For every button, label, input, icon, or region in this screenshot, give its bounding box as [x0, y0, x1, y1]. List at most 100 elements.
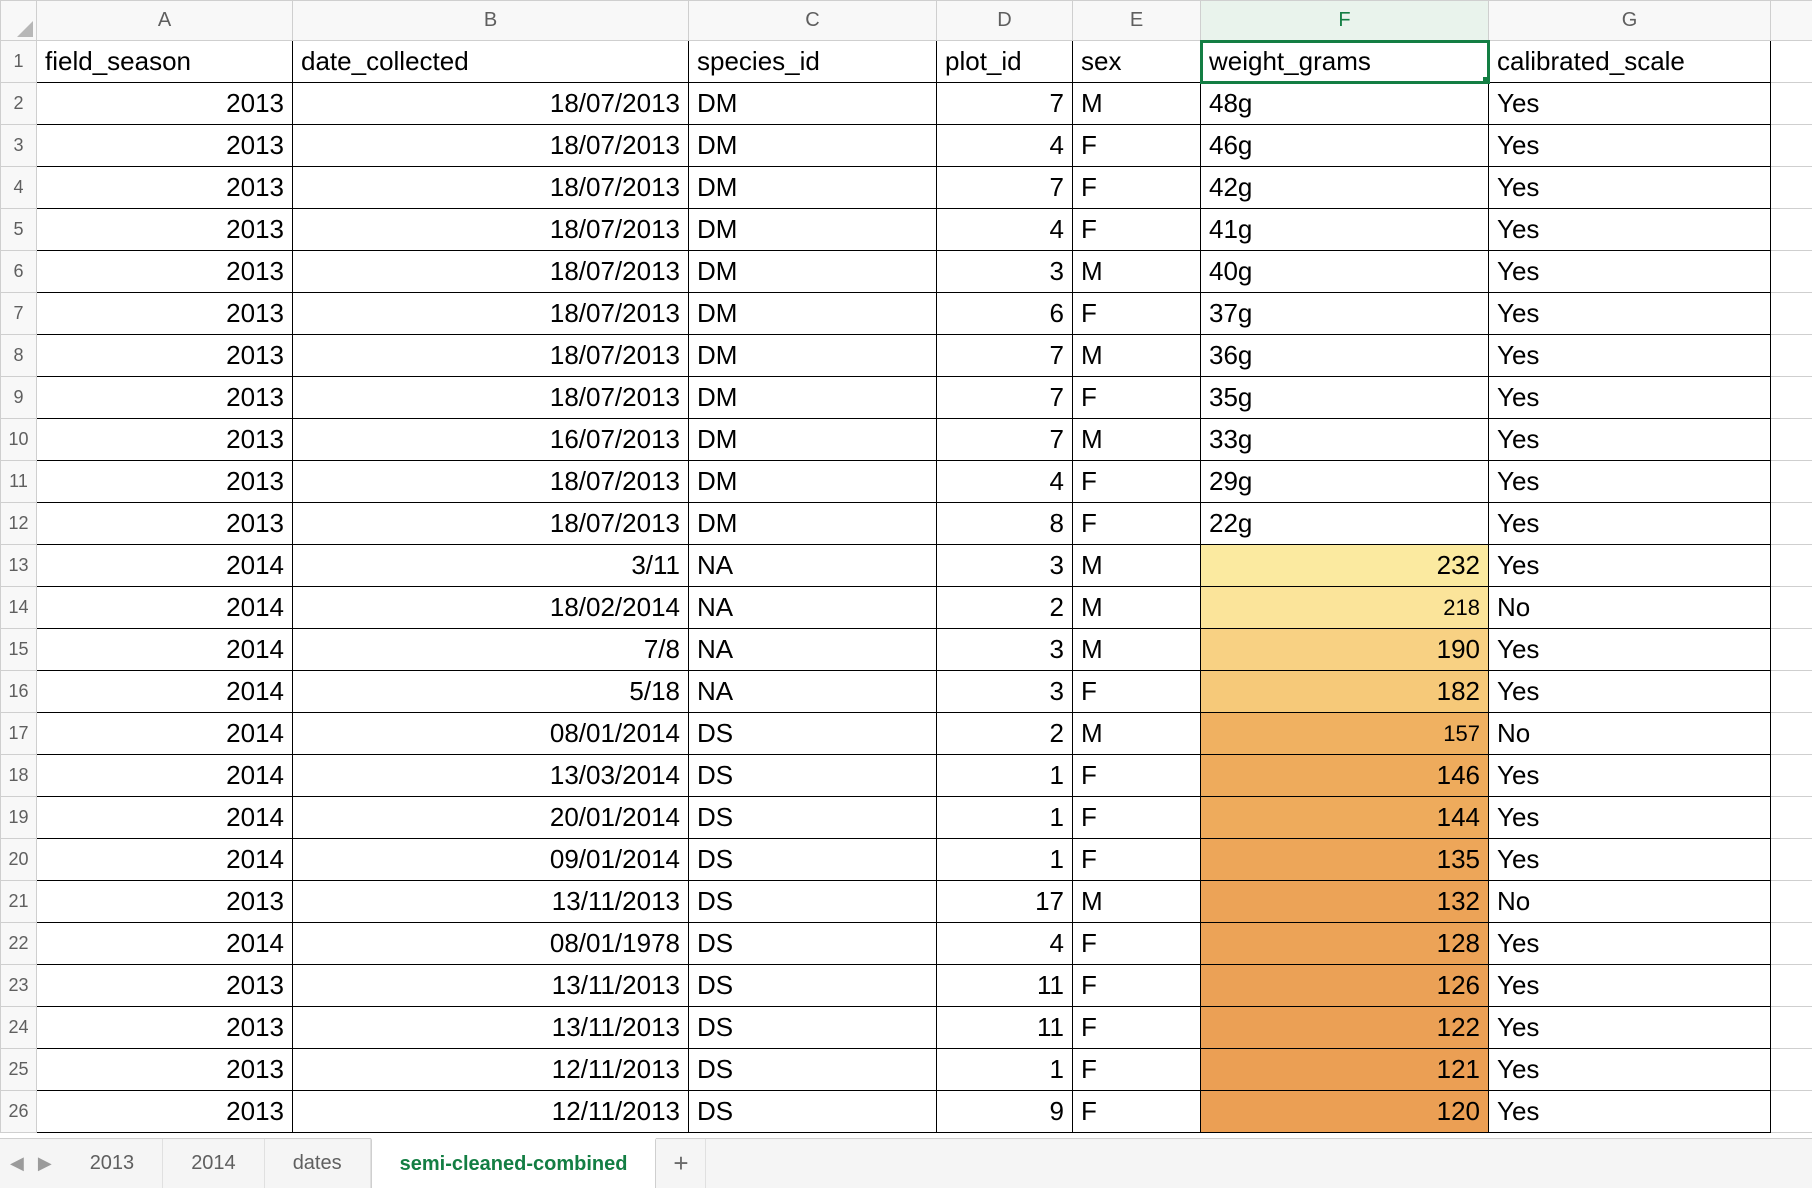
cell-C22[interactable]: DS — [689, 923, 937, 965]
cell-blank-6[interactable] — [1771, 251, 1812, 293]
cell-blank-12[interactable] — [1771, 503, 1812, 545]
cell-F24[interactable]: 122 — [1201, 1007, 1489, 1049]
cell-blank-5[interactable] — [1771, 209, 1812, 251]
cell-B24[interactable]: 13/11/2013 — [293, 1007, 689, 1049]
cell-E7[interactable]: F — [1073, 293, 1201, 335]
cell-D1[interactable]: plot_id — [937, 41, 1073, 83]
cell-A13[interactable]: 2014 — [37, 545, 293, 587]
cell-F1[interactable]: weight_grams — [1201, 41, 1489, 83]
cell-F8[interactable]: 36g — [1201, 335, 1489, 377]
cell-G16[interactable]: Yes — [1489, 671, 1771, 713]
row-header-25[interactable]: 25 — [1, 1049, 37, 1091]
cell-blank-17[interactable] — [1771, 713, 1812, 755]
cell-G2[interactable]: Yes — [1489, 83, 1771, 125]
cell-B26[interactable]: 12/11/2013 — [293, 1091, 689, 1133]
cell-C5[interactable]: DM — [689, 209, 937, 251]
cell-blank-21[interactable] — [1771, 881, 1812, 923]
cell-E21[interactable]: M — [1073, 881, 1201, 923]
cell-D5[interactable]: 4 — [937, 209, 1073, 251]
cell-A19[interactable]: 2014 — [37, 797, 293, 839]
cell-blank-4[interactable] — [1771, 167, 1812, 209]
spreadsheet-grid[interactable]: ABCDEFG 1field_seasondate_collectedspeci… — [0, 0, 1812, 1133]
row-header-13[interactable]: 13 — [1, 545, 37, 587]
cell-G26[interactable]: Yes — [1489, 1091, 1771, 1133]
cell-D24[interactable]: 11 — [937, 1007, 1073, 1049]
column-header-B[interactable]: B — [293, 1, 689, 41]
cell-C21[interactable]: DS — [689, 881, 937, 923]
cell-A20[interactable]: 2014 — [37, 839, 293, 881]
row-header-26[interactable]: 26 — [1, 1091, 37, 1133]
cell-blank-26[interactable] — [1771, 1091, 1812, 1133]
cell-G24[interactable]: Yes — [1489, 1007, 1771, 1049]
cell-blank-10[interactable] — [1771, 419, 1812, 461]
column-header-E[interactable]: E — [1073, 1, 1201, 41]
cell-C3[interactable]: DM — [689, 125, 937, 167]
cell-A16[interactable]: 2014 — [37, 671, 293, 713]
cell-A3[interactable]: 2013 — [37, 125, 293, 167]
cell-C2[interactable]: DM — [689, 83, 937, 125]
cell-B7[interactable]: 18/07/2013 — [293, 293, 689, 335]
cell-C4[interactable]: DM — [689, 167, 937, 209]
cell-B13[interactable]: 3/11 — [293, 545, 689, 587]
row-header-5[interactable]: 5 — [1, 209, 37, 251]
sheet-tab-dates[interactable]: dates — [265, 1139, 371, 1188]
cell-F26[interactable]: 120 — [1201, 1091, 1489, 1133]
cell-E19[interactable]: F — [1073, 797, 1201, 839]
tab-next-icon[interactable]: ▶ — [38, 1153, 52, 1174]
column-header-F[interactable]: F — [1201, 1, 1489, 41]
cell-F15[interactable]: 190 — [1201, 629, 1489, 671]
cell-G3[interactable]: Yes — [1489, 125, 1771, 167]
row-header-7[interactable]: 7 — [1, 293, 37, 335]
cell-A5[interactable]: 2013 — [37, 209, 293, 251]
cell-D23[interactable]: 11 — [937, 965, 1073, 1007]
row-header-4[interactable]: 4 — [1, 167, 37, 209]
cell-E11[interactable]: F — [1073, 461, 1201, 503]
cell-F2[interactable]: 48g — [1201, 83, 1489, 125]
select-all-corner[interactable] — [1, 1, 37, 41]
cell-blank-15[interactable] — [1771, 629, 1812, 671]
cell-F16[interactable]: 182 — [1201, 671, 1489, 713]
cell-C19[interactable]: DS — [689, 797, 937, 839]
cell-A4[interactable]: 2013 — [37, 167, 293, 209]
row-header-10[interactable]: 10 — [1, 419, 37, 461]
cell-G6[interactable]: Yes — [1489, 251, 1771, 293]
cell-blank-24[interactable] — [1771, 1007, 1812, 1049]
cell-D2[interactable]: 7 — [937, 83, 1073, 125]
cell-D13[interactable]: 3 — [937, 545, 1073, 587]
cell-C17[interactable]: DS — [689, 713, 937, 755]
cell-B1[interactable]: date_collected — [293, 41, 689, 83]
cell-F21[interactable]: 132 — [1201, 881, 1489, 923]
row-header-19[interactable]: 19 — [1, 797, 37, 839]
cell-G14[interactable]: No — [1489, 587, 1771, 629]
cell-B14[interactable]: 18/02/2014 — [293, 587, 689, 629]
cell-A2[interactable]: 2013 — [37, 83, 293, 125]
cell-F25[interactable]: 121 — [1201, 1049, 1489, 1091]
cell-E12[interactable]: F — [1073, 503, 1201, 545]
cell-blank-8[interactable] — [1771, 335, 1812, 377]
cell-blank-13[interactable] — [1771, 545, 1812, 587]
cell-D17[interactable]: 2 — [937, 713, 1073, 755]
cell-G25[interactable]: Yes — [1489, 1049, 1771, 1091]
cell-A24[interactable]: 2013 — [37, 1007, 293, 1049]
add-sheet-button[interactable]: + — [656, 1139, 706, 1188]
cell-C14[interactable]: NA — [689, 587, 937, 629]
cell-F7[interactable]: 37g — [1201, 293, 1489, 335]
cell-blank-2[interactable] — [1771, 83, 1812, 125]
cell-blank-7[interactable] — [1771, 293, 1812, 335]
cell-blank-1[interactable] — [1771, 41, 1812, 83]
cell-E14[interactable]: M — [1073, 587, 1201, 629]
column-header-next[interactable] — [1771, 1, 1812, 41]
cell-C10[interactable]: DM — [689, 419, 937, 461]
cell-blank-9[interactable] — [1771, 377, 1812, 419]
cell-C23[interactable]: DS — [689, 965, 937, 1007]
row-header-2[interactable]: 2 — [1, 83, 37, 125]
cell-B9[interactable]: 18/07/2013 — [293, 377, 689, 419]
cell-D6[interactable]: 3 — [937, 251, 1073, 293]
cell-E9[interactable]: F — [1073, 377, 1201, 419]
sheet-tab-2013[interactable]: 2013 — [62, 1139, 164, 1188]
cell-F5[interactable]: 41g — [1201, 209, 1489, 251]
row-header-20[interactable]: 20 — [1, 839, 37, 881]
cell-D8[interactable]: 7 — [937, 335, 1073, 377]
cell-G11[interactable]: Yes — [1489, 461, 1771, 503]
cell-E24[interactable]: F — [1073, 1007, 1201, 1049]
